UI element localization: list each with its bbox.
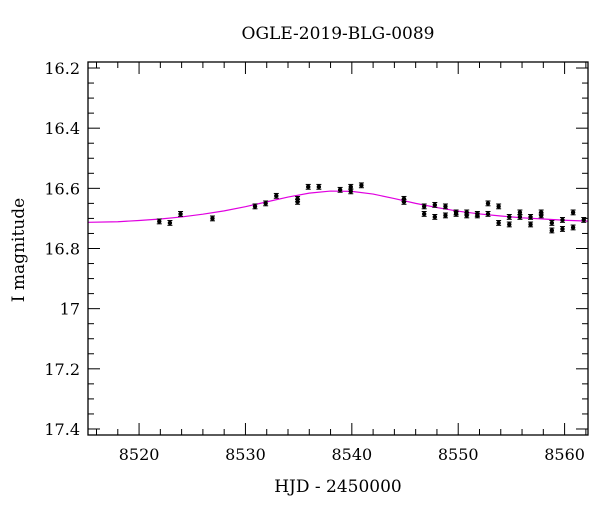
chart-title: OGLE-2019-BLG-0089 — [242, 24, 435, 44]
x-tick-label: 8520 — [119, 445, 160, 464]
data-point — [442, 203, 448, 210]
data-point — [252, 203, 258, 210]
data-point — [167, 220, 173, 226]
data-point — [295, 198, 301, 205]
data-point — [316, 183, 322, 190]
data-point — [474, 212, 480, 219]
data-point — [348, 188, 354, 195]
data-point — [305, 183, 311, 190]
data-point — [421, 203, 427, 210]
data-point — [570, 224, 576, 231]
ticks-layer — [88, 62, 588, 435]
x-axis-label: HJD - 2450000 — [274, 477, 402, 497]
x-tick-label: 8550 — [438, 445, 479, 464]
y-tick-label: 16.4 — [44, 119, 80, 138]
y-axis-label: I magnitude — [9, 198, 29, 302]
data-point — [549, 220, 555, 226]
series-layer — [88, 182, 588, 234]
data-point — [570, 209, 576, 216]
data-point — [337, 186, 343, 193]
data-point — [432, 214, 438, 220]
data-point — [263, 200, 269, 207]
data-point — [453, 211, 459, 217]
data-point — [559, 217, 565, 223]
data-point — [496, 220, 502, 226]
data-point — [559, 226, 565, 232]
y-tick-label: 16.6 — [44, 179, 80, 198]
data-point — [358, 182, 364, 189]
data-point — [485, 211, 491, 217]
data-point — [442, 212, 448, 219]
data-point — [421, 211, 427, 217]
data-point — [528, 221, 534, 228]
data-point — [209, 215, 215, 222]
y-tick-label: 17 — [60, 300, 80, 319]
data-point — [178, 211, 184, 217]
data-point — [401, 198, 407, 205]
y-tick-label: 17.4 — [44, 420, 80, 439]
data-point — [528, 214, 534, 220]
plot-frame — [87, 61, 589, 436]
data-point — [273, 192, 279, 199]
y-tick-label: 16.2 — [44, 59, 80, 78]
data-point — [549, 227, 555, 234]
data-point — [581, 217, 587, 223]
y-tick-label: 16.8 — [44, 240, 80, 259]
data-point — [485, 200, 491, 207]
data-point — [496, 203, 502, 210]
y-tick-label: 17.2 — [44, 360, 80, 379]
x-tick-label: 8540 — [331, 445, 372, 464]
data-point — [506, 214, 512, 220]
data-point — [506, 221, 512, 228]
data-point — [517, 214, 523, 220]
data-point — [156, 218, 162, 225]
data-point — [464, 212, 470, 219]
x-tick-label: 8560 — [544, 445, 585, 464]
data-point — [538, 212, 544, 219]
x-tick-label: 8530 — [225, 445, 266, 464]
data-point — [432, 201, 438, 208]
tick-labels-layer: 8520 8530 8540 8550 8560 16.2 16.4 16.6 16.8 17 17… — [44, 59, 585, 464]
